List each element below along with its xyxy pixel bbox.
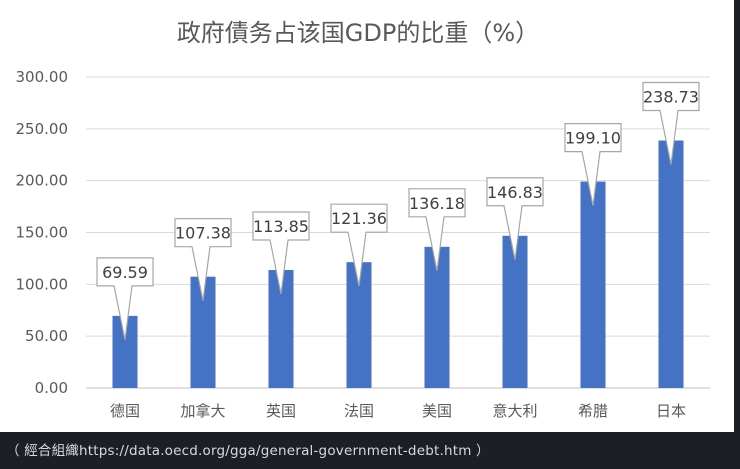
callout-box: [174, 218, 232, 301]
callout-box: [96, 257, 154, 340]
x-category-label: 意大利: [492, 402, 537, 420]
callout-box: [330, 203, 388, 287]
data-label: 121.36: [331, 209, 387, 228]
data-label-callout: 107.38: [174, 218, 232, 301]
x-category-label: 希腊: [578, 402, 608, 420]
chart-title: 政府債务占该国GDP的比重（%）: [177, 19, 539, 47]
data-label-callout: 199.10: [564, 122, 622, 206]
y-tick-label: 50.00: [25, 327, 68, 345]
y-tick-label: 100.00: [16, 275, 69, 293]
data-label-callout: 69.59: [96, 257, 154, 340]
chart-card: 政府債务占该国GDP的比重（%） 0.00 50.00 100.00 150.00 20…: [0, 0, 734, 432]
y-axis-ticks: 0.00 50.00 100.00 150.00 200.00 250.00 300.00: [16, 68, 69, 397]
data-label-callout: 121.36: [330, 203, 388, 287]
bar: [580, 181, 606, 388]
data-label: 107.38: [175, 224, 231, 243]
bar: [658, 140, 684, 388]
y-tick-label: 200.00: [16, 172, 69, 190]
data-label: 199.10: [565, 129, 621, 148]
data-label: 69.59: [102, 263, 148, 282]
x-axis-categories: 德国 加拿大 英国 法国 美国 意大利 希腊 日本: [110, 402, 686, 420]
data-label-callout: 238.73: [642, 81, 700, 165]
callout-box: [564, 122, 622, 206]
source-caption: （ 經合組織https://data.oecd.org/gga/general-…: [6, 443, 490, 459]
x-category-label: 德国: [110, 402, 140, 420]
callout-box: [252, 211, 310, 295]
y-tick-label: 0.00: [35, 379, 68, 397]
callout-box: [486, 177, 544, 260]
y-tick-label: 250.00: [16, 120, 69, 138]
x-category-label: 英国: [266, 402, 296, 420]
data-label: 238.73: [643, 88, 699, 107]
x-category-label: 日本: [656, 402, 686, 420]
callout-box: [408, 188, 466, 271]
data-label-callouts: 69.59 107.38 113.85 121.36 136.18 146.83 199.1…: [96, 81, 700, 340]
callout-box: [642, 81, 700, 165]
bar-chart: 政府債务占该国GDP的比重（%） 0.00 50.00 100.00 150.00 20…: [16, 19, 710, 420]
data-label: 113.85: [253, 217, 309, 236]
data-label: 136.18: [409, 194, 465, 213]
x-category-label: 美国: [422, 402, 452, 420]
data-label-callout: 146.83: [486, 177, 544, 260]
data-label-callout: 113.85: [252, 211, 310, 295]
bar: [502, 235, 528, 388]
x-category-label: 加拿大: [180, 402, 225, 420]
data-label: 146.83: [487, 183, 543, 202]
data-label-callout: 136.18: [408, 188, 466, 271]
y-tick-label: 150.00: [16, 224, 69, 242]
x-category-label: 法国: [344, 402, 374, 420]
y-tick-label: 300.00: [16, 68, 69, 86]
